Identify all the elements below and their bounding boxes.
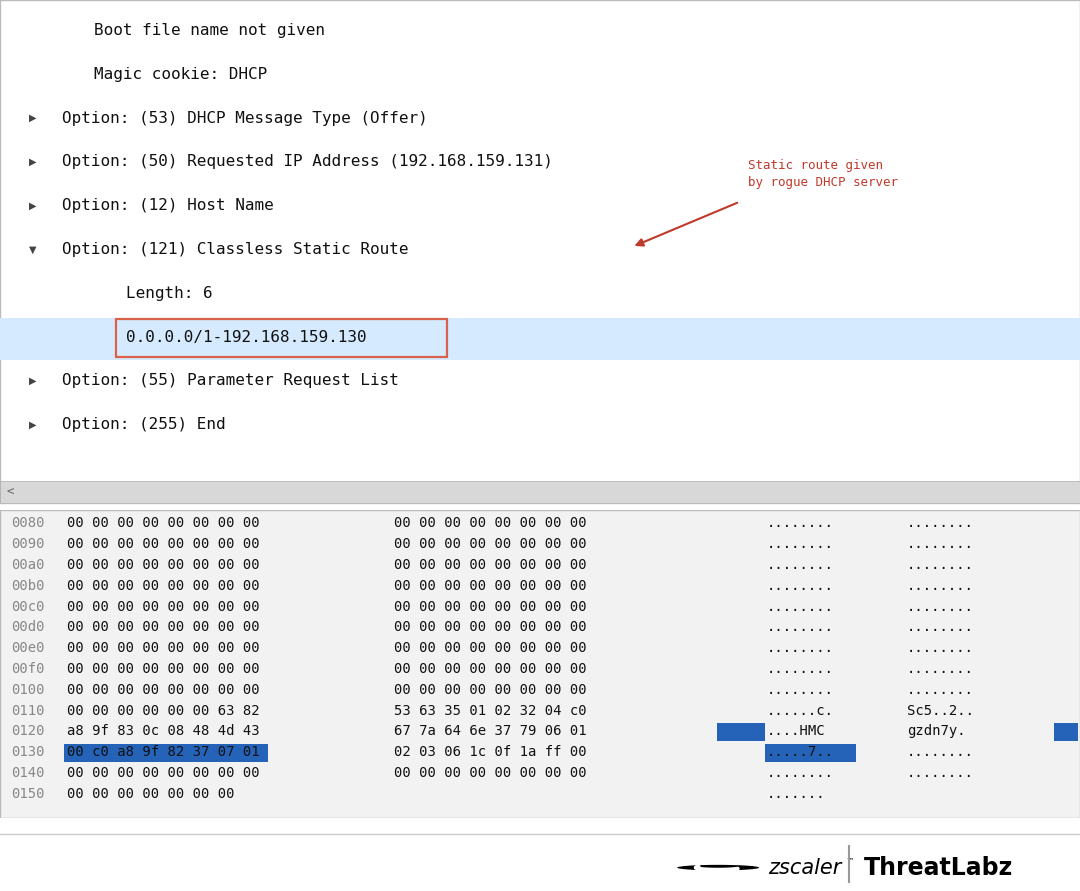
Text: ........: ........	[767, 662, 834, 676]
Text: .......: .......	[767, 787, 825, 801]
Text: ▶: ▶	[29, 200, 37, 211]
Text: 00e0: 00e0	[11, 642, 44, 655]
Text: ▼: ▼	[29, 244, 37, 255]
Text: 53 63 35 01 02 32 04 c0: 53 63 35 01 02 32 04 c0	[394, 704, 586, 717]
Text: ........: ........	[767, 683, 834, 697]
Text: 00 00 00 00 00 00 00: 00 00 00 00 00 00 00	[67, 787, 234, 801]
Text: ........: ........	[767, 620, 834, 634]
Text: 00 00 00 00 00 00 00 00: 00 00 00 00 00 00 00 00	[67, 600, 259, 614]
Text: 00 00 00 00 00 00 00 00: 00 00 00 00 00 00 00 00	[67, 558, 259, 572]
Text: 00 00 00 00 00 00 00 00: 00 00 00 00 00 00 00 00	[394, 578, 586, 593]
Text: ........: ........	[767, 578, 834, 593]
Text: 0120: 0120	[11, 724, 44, 739]
Text: 00a0: 00a0	[11, 558, 44, 572]
Text: 0150: 0150	[11, 787, 44, 801]
Text: a8 9f 83 0c 08 48 4d 43: a8 9f 83 0c 08 48 4d 43	[67, 724, 259, 739]
Text: gzdn7y.: gzdn7y.	[907, 724, 966, 739]
Text: 0130: 0130	[11, 746, 44, 759]
Text: 00d0: 00d0	[11, 620, 44, 634]
Bar	[1054, 723, 1078, 741]
Text: 00 00 00 00 00 00 00 00: 00 00 00 00 00 00 00 00	[394, 600, 586, 614]
Text: ........: ........	[907, 537, 974, 551]
Text: 00 00 00 00 00 00 00 00: 00 00 00 00 00 00 00 00	[394, 766, 586, 781]
Text: 0140: 0140	[11, 766, 44, 781]
Text: Option: (121) Classless Static Route: Option: (121) Classless Static Route	[62, 242, 408, 257]
Text: Sc5..2..: Sc5..2..	[907, 704, 974, 717]
Text: 00 00 00 00 00 00 00 00: 00 00 00 00 00 00 00 00	[67, 620, 259, 634]
Text: ▶: ▶	[29, 157, 37, 167]
Bar	[0, 481, 1080, 503]
Text: 00 00 00 00 00 00 00 00: 00 00 00 00 00 00 00 00	[394, 558, 586, 572]
Text: 00 00 00 00 00 00 00 00: 00 00 00 00 00 00 00 00	[394, 537, 586, 551]
Text: Option: (50) Requested IP Address (192.168.159.131): Option: (50) Requested IP Address (192.1…	[62, 154, 553, 169]
Text: 00 00 00 00 00 00 00 00: 00 00 00 00 00 00 00 00	[67, 683, 259, 697]
Text: Option: (255) End: Option: (255) End	[62, 417, 226, 432]
Text: 0080: 0080	[11, 516, 44, 530]
Text: ........: ........	[907, 620, 974, 634]
Text: 00 00 00 00 00 00 00 00: 00 00 00 00 00 00 00 00	[67, 766, 259, 781]
Text: 0090: 0090	[11, 537, 44, 551]
Text: ......c.: ......c.	[767, 704, 834, 717]
Text: <: <	[6, 486, 14, 499]
Text: 0110: 0110	[11, 704, 44, 717]
Text: ........: ........	[767, 537, 834, 551]
Text: 00 00 00 00 00 00 00 00: 00 00 00 00 00 00 00 00	[394, 516, 586, 530]
Text: 00 00 00 00 00 00 00 00: 00 00 00 00 00 00 00 00	[67, 516, 259, 530]
Text: Magic cookie: DHCP: Magic cookie: DHCP	[94, 67, 267, 82]
Text: ........: ........	[907, 683, 974, 697]
Text: ........: ........	[767, 642, 834, 655]
Text: ThreatLabz: ThreatLabz	[864, 855, 1013, 879]
Circle shape	[677, 865, 759, 871]
Bar	[765, 744, 855, 762]
Text: 00 00 00 00 00 00 00 00: 00 00 00 00 00 00 00 00	[394, 683, 586, 697]
Text: ........: ........	[907, 746, 974, 759]
Text: ™: ™	[846, 857, 854, 866]
Text: ........: ........	[907, 600, 974, 614]
Text: 0.0.0.0/1-192.168.159.130: 0.0.0.0/1-192.168.159.130	[126, 330, 367, 345]
FancyBboxPatch shape	[116, 320, 447, 357]
Text: 00 00 00 00 00 00 00 00: 00 00 00 00 00 00 00 00	[67, 662, 259, 676]
Bar	[717, 723, 765, 741]
Text: Length: 6: Length: 6	[126, 286, 213, 301]
Text: 00 00 00 00 00 00 00 00: 00 00 00 00 00 00 00 00	[394, 662, 586, 676]
Text: ........: ........	[767, 600, 834, 614]
Text: 02 03 06 1c 0f 1a ff 00: 02 03 06 1c 0f 1a ff 00	[394, 746, 586, 759]
Text: Boot file name not given: Boot file name not given	[94, 23, 325, 38]
Text: zscaler: zscaler	[768, 858, 841, 878]
Text: Option: (55) Parameter Request List: Option: (55) Parameter Request List	[62, 373, 399, 388]
Text: 00b0: 00b0	[11, 578, 44, 593]
Bar	[0, 318, 1080, 360]
Bar	[64, 744, 268, 762]
Text: 00c0: 00c0	[11, 600, 44, 614]
Text: .....7..: .....7..	[767, 746, 834, 759]
Text: Option: (53) DHCP Message Type (Offer): Option: (53) DHCP Message Type (Offer)	[62, 110, 428, 126]
Text: ........: ........	[907, 662, 974, 676]
Text: ........: ........	[907, 766, 974, 781]
Text: Option: (12) Host Name: Option: (12) Host Name	[62, 198, 273, 213]
Text: 00f0: 00f0	[11, 662, 44, 676]
Text: ▶: ▶	[29, 420, 37, 429]
Text: 0100: 0100	[11, 683, 44, 697]
Text: ▶: ▶	[29, 376, 37, 386]
Text: 67 7a 64 6e 37 79 06 01: 67 7a 64 6e 37 79 06 01	[394, 724, 586, 739]
Text: 00 00 00 00 00 00 00 00: 00 00 00 00 00 00 00 00	[67, 578, 259, 593]
Text: ........: ........	[907, 516, 974, 530]
Text: 00 00 00 00 00 00 00 00: 00 00 00 00 00 00 00 00	[394, 620, 586, 634]
Text: ........: ........	[767, 766, 834, 781]
Text: ........: ........	[767, 558, 834, 572]
Text: 00 00 00 00 00 00 63 82: 00 00 00 00 00 00 63 82	[67, 704, 259, 717]
Text: 00 c0 a8 9f 82 37 07 01: 00 c0 a8 9f 82 37 07 01	[67, 746, 259, 759]
Text: ........: ........	[767, 516, 834, 530]
Text: ........: ........	[907, 642, 974, 655]
Text: ........: ........	[907, 558, 974, 572]
Text: 00 00 00 00 00 00 00 00: 00 00 00 00 00 00 00 00	[67, 642, 259, 655]
Text: Static route given
by rogue DHCP server: Static route given by rogue DHCP server	[748, 159, 899, 189]
Text: 00 00 00 00 00 00 00 00: 00 00 00 00 00 00 00 00	[67, 537, 259, 551]
Text: 00 00 00 00 00 00 00 00: 00 00 00 00 00 00 00 00	[394, 642, 586, 655]
Text: ........: ........	[907, 578, 974, 593]
Text: ....HMC: ....HMC	[767, 724, 825, 739]
Text: ▶: ▶	[29, 113, 37, 123]
